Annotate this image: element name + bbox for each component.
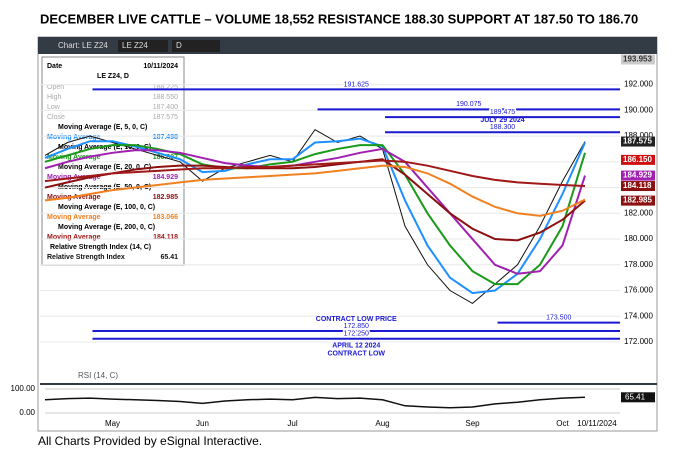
study-value: 187.498 [153,134,178,141]
level-note: CONTRACT LOW [327,351,385,358]
info-value: 187.400 [153,104,178,111]
series-line [44,159,586,188]
study-label: Moving Average [47,154,101,161]
x-tick-label: Aug [375,419,389,428]
study-name: Moving Average (E, 200, 0, C) [58,224,155,231]
level-note: CONTRACT LOW PRICE [316,316,397,323]
info-label: Low [47,104,61,111]
study-name: Moving Average (E, 5, 0, C) [58,124,147,131]
study-name: Moving Average (E, 20, 0, C) [58,164,151,171]
study-value: 182.985 [153,194,178,201]
series-line [44,147,586,275]
level-label: 172.850 [344,323,369,330]
study-value: 183.066 [153,214,178,221]
interval-box[interactable] [172,40,220,52]
level-label: 188.300 [490,124,515,131]
level-label: 173.500 [546,315,571,322]
gap [40,360,620,385]
symbol-box[interactable] [118,40,168,52]
y-tick-label: 180.000 [624,234,653,243]
x-tick-label: Oct [556,419,569,428]
study-label: Moving Average [47,234,101,241]
price-tag [621,54,655,65]
rsi-tag-label: 65.41 [625,392,646,401]
info-value: 187.575 [153,114,178,121]
toolbar-interval: D [176,41,182,50]
price-tag [621,181,655,192]
info-value: 188.550 [153,94,178,101]
price-tag-label: 184.118 [623,181,652,190]
level-label: 172.250 [344,331,369,338]
x-tick-label: Jun [196,419,209,428]
price-tag-label: 182.985 [623,196,652,205]
info-symbol: LE Z24, D [97,73,129,80]
info-label: High [47,94,62,101]
series-line [44,158,586,242]
info-label: Close [47,114,65,121]
title: DECEMBER LIVE CATTLE – VOLUME 18,552 RES… [40,11,638,26]
level-label: 189.475 [490,109,515,116]
y-tick-label: 192.000 [624,80,653,89]
info-label: Date [47,63,62,70]
price-tag [621,154,655,165]
y-tick-label: 172.000 [624,337,653,346]
study-name: Relative Strength Index (14, C) [50,244,151,251]
price-tag [621,170,655,181]
study-label: Moving Average [47,134,101,141]
y-tick-label: 188.000 [624,131,653,140]
rsi-tick-label: 0.00 [19,408,35,417]
y-tick-label: 176.000 [624,286,653,295]
info-label: Open [47,84,64,91]
y-tick-label: 190.000 [624,105,653,114]
level-label: 191.625 [344,81,369,88]
rsi-line [44,396,586,409]
footer: All Charts Provided by eSignal Interacti… [38,434,262,448]
study-label: Moving Average [47,214,101,221]
study-name: Moving Average (E, 100, 0, C) [58,204,155,211]
series-line [44,164,586,217]
series-line [44,137,586,295]
x-tick-label: Sep [465,419,480,428]
info-panel: Date 10/11/2024 LE Z24, D Open 188.225 High 18… [41,56,185,266]
info-value: 10/11/2024 [143,63,178,70]
price-tag-label: 184.929 [623,171,652,180]
divider [40,383,657,385]
price-tag-label: 187.575 [623,137,652,146]
info-bg [41,56,185,266]
x-tick-label: May [105,419,120,428]
study-value: 65.41 [160,254,178,261]
y-tick-label: 174.000 [624,311,653,320]
level-label: 190.075 [456,101,481,108]
level-note: JULY 29 2024 [480,117,524,124]
study-value: 184.118 [153,234,178,241]
toolbar-symbol: LE Z24 [122,41,148,50]
rsi-tag [621,392,655,403]
y-tick-label: 182.000 [624,208,653,217]
rsi-tick-label: 100.00 [11,384,36,393]
price-tag-label: 193.953 [623,55,652,64]
x-tick-label: Jul [287,419,297,428]
x-tick-label: 10/11/2024 [577,419,617,428]
level-note: APRIL 12 2024 [332,343,380,350]
toolbar-chart: Chart: LE Z24 [58,41,108,50]
study-value: 184.929 [153,174,178,181]
series-line [44,144,586,286]
price-tag [621,136,655,147]
info-value: 188.225 [153,84,178,91]
study-label: Relative Strength Index [47,254,125,261]
price-tag [621,195,655,206]
price-tag-label: 186.150 [623,155,652,164]
y-tick-label: 178.000 [624,260,653,269]
rsi-name: RSI (14, C) [78,371,118,380]
